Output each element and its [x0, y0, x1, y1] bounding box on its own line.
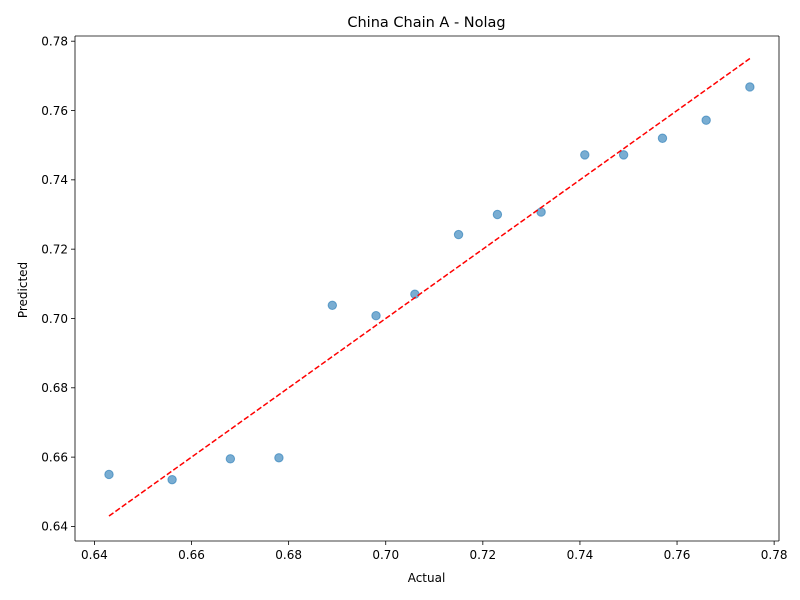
x-tick-label-7: 0.76	[664, 548, 691, 562]
scatter-point-5	[327, 300, 338, 311]
x-axis-title: Actual	[408, 571, 446, 585]
scatter-point-1	[104, 469, 114, 480]
x-tick-label-5: 0.72	[469, 548, 496, 562]
y-tick-label-1: 0.64	[41, 520, 68, 534]
y-tick-label-6: 0.74	[41, 173, 68, 187]
scatter-point-6	[371, 311, 381, 321]
scatter-point-11	[580, 150, 590, 160]
scatter-point-13	[657, 133, 668, 143]
y-tick-label-5: 0.72	[41, 242, 68, 256]
scatter-point-3	[225, 454, 236, 464]
x-tick-label-2: 0.66	[178, 548, 205, 562]
y-tick-label-3: 0.68	[41, 381, 68, 395]
ideal-fit-line	[108, 57, 751, 517]
y-tick-label-2: 0.66	[41, 450, 68, 464]
scatter-point-12	[618, 150, 629, 160]
chart-title: China Chain A - Nolag	[347, 15, 505, 31]
x-tick-label-4: 0.70	[372, 548, 399, 562]
y-tick-label-8: 0.78	[41, 34, 68, 48]
y-tick-label-4: 0.70	[41, 312, 68, 326]
scatter-point-4	[274, 453, 284, 463]
x-tick-label-3: 0.68	[275, 548, 302, 562]
scatter-point-14	[701, 115, 711, 125]
x-tick-label-1: 0.64	[81, 548, 108, 562]
y-axis-title: Predicted	[16, 262, 30, 318]
y-tick-label-7: 0.76	[41, 104, 68, 118]
scatter-point-9	[492, 209, 503, 220]
x-tick-label-6: 0.74	[567, 548, 594, 562]
scatter-point-15	[745, 82, 755, 92]
scatter-point-2	[167, 474, 177, 485]
scatter-point-8	[453, 229, 464, 240]
x-tick-label-8: 0.78	[761, 548, 788, 562]
scatter-point-10	[536, 207, 546, 217]
plot-area: 0.64 0.66 0.68 0.70 0.72 0.74 0.76 0.78 0.64 0.66…	[41, 34, 787, 562]
